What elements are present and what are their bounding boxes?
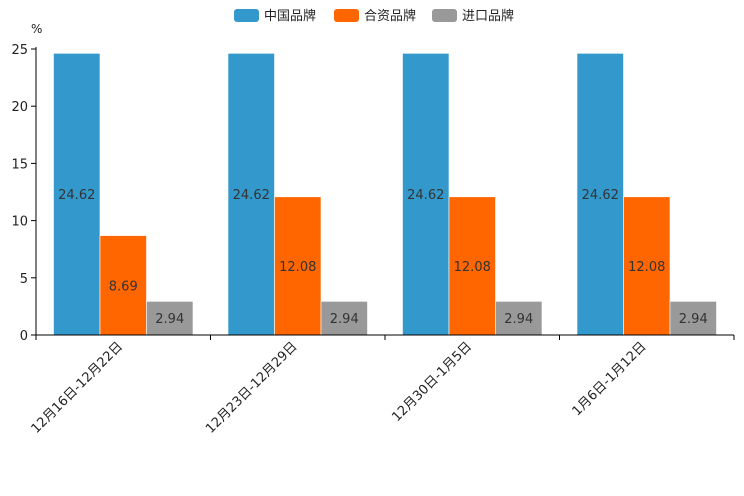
legend: 中国品牌 合资品牌 进口品牌 [234, 8, 514, 24]
bar [320, 301, 368, 336]
legend-label: 合资品牌 [364, 8, 416, 24]
bar-value-label: 24.62 [58, 188, 95, 203]
bar [146, 301, 194, 336]
x-category-label: 1月6日-1月12日 [570, 339, 650, 419]
y-tick-label: 15 [11, 157, 28, 172]
x-category-label: 12月16日-12月22日 [29, 339, 126, 436]
legend-swatch [234, 9, 259, 22]
legend-label: 进口品牌 [462, 8, 514, 24]
bar-value-label: 2.94 [155, 312, 184, 327]
bar-value-label: 24.62 [582, 188, 619, 203]
legend-label: 中国品牌 [264, 8, 316, 24]
bar-value-label: 2.94 [504, 312, 533, 327]
bar-value-label: 24.62 [407, 188, 444, 203]
bar [402, 53, 450, 336]
bar [99, 235, 147, 336]
legend-swatch [334, 9, 359, 22]
bar [623, 196, 671, 336]
x-category-label: 12月30日-1月5日 [389, 339, 475, 425]
y-tick-label: 20 [11, 100, 28, 115]
x-category-label: 12月23日-12月29日 [203, 339, 300, 436]
y-axis: 0 5 10 15 20 25 [11, 43, 37, 344]
bar [227, 53, 275, 336]
bar [669, 301, 717, 336]
bars: 24.62 8.69 2.94 24.62 12.08 2.94 24.62 12.08 2.9… [53, 53, 717, 336]
bar-value-label: 12.08 [628, 260, 665, 275]
bar-value-label: 8.69 [109, 279, 138, 294]
x-axis: 12月16日-12月22日 12月23日-12月29日 12月30日-1月5日 1月6… [29, 334, 735, 437]
y-tick-label: 0 [20, 329, 28, 344]
bar [576, 53, 624, 336]
bar-value-label: 2.94 [679, 312, 708, 327]
bar [274, 196, 322, 336]
legend-swatch [432, 9, 457, 22]
bar-value-label: 12.08 [279, 260, 316, 275]
bar-value-label: 2.94 [330, 312, 359, 327]
y-tick-label: 10 [11, 215, 28, 230]
bar-value-label: 24.62 [233, 188, 270, 203]
bar-value-label: 12.08 [454, 260, 491, 275]
y-tick-label: 5 [20, 272, 28, 287]
y-tick-label: 25 [11, 43, 28, 58]
y-axis-unit: % [31, 22, 42, 36]
bar [448, 196, 496, 336]
